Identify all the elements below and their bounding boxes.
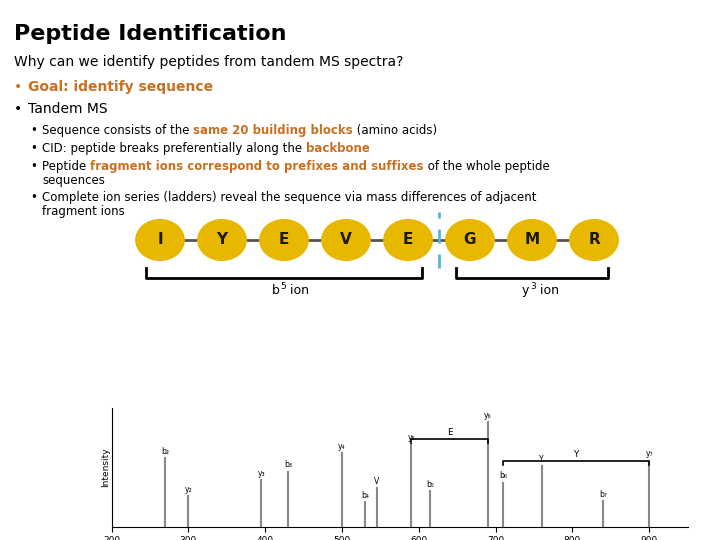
Text: ion: ion xyxy=(286,284,309,297)
Text: •: • xyxy=(30,160,37,173)
Text: M: M xyxy=(524,233,539,247)
Text: V: V xyxy=(374,477,379,486)
Text: fragment ions correspond to prefixes and suffixes: fragment ions correspond to prefixes and… xyxy=(90,160,423,173)
Text: Why can we identify peptides from tandem MS spectra?: Why can we identify peptides from tandem… xyxy=(14,55,403,69)
Text: 3: 3 xyxy=(530,282,536,291)
Text: E: E xyxy=(446,428,452,437)
Text: •: • xyxy=(14,80,22,94)
Text: E: E xyxy=(402,233,413,247)
Text: same 20 building blocks: same 20 building blocks xyxy=(193,124,353,137)
Text: y₅: y₅ xyxy=(408,433,415,442)
Ellipse shape xyxy=(136,220,184,260)
Text: of the whole peptide: of the whole peptide xyxy=(423,160,549,173)
Text: y₂: y₂ xyxy=(184,484,192,494)
Text: 5: 5 xyxy=(280,282,286,291)
Text: y₃: y₃ xyxy=(258,469,265,478)
Ellipse shape xyxy=(570,220,618,260)
Text: Peptide Identification: Peptide Identification xyxy=(14,24,287,44)
Ellipse shape xyxy=(446,220,494,260)
Text: sequences: sequences xyxy=(42,174,105,187)
Text: I: I xyxy=(157,233,163,247)
Text: Sequence consists of the: Sequence consists of the xyxy=(42,124,193,137)
Ellipse shape xyxy=(322,220,370,260)
Text: b₇: b₇ xyxy=(599,490,607,499)
Text: Tandem MS: Tandem MS xyxy=(28,102,107,116)
Text: b₄: b₄ xyxy=(361,491,369,500)
Text: •: • xyxy=(30,142,37,155)
Text: Goal: identify sequence: Goal: identify sequence xyxy=(28,80,213,94)
Text: b₂: b₂ xyxy=(161,447,169,456)
Text: y₆: y₆ xyxy=(484,411,492,420)
Text: E: E xyxy=(279,233,289,247)
Text: b₅: b₅ xyxy=(426,480,434,489)
Text: y₇: y₇ xyxy=(645,449,653,458)
Text: b: b xyxy=(272,284,280,297)
Text: b₃: b₃ xyxy=(284,460,292,469)
Text: •: • xyxy=(30,124,37,137)
Ellipse shape xyxy=(260,220,308,260)
Text: backbone: backbone xyxy=(306,142,370,155)
Text: y: y xyxy=(522,284,529,297)
Text: Complete ion series (ladders) reveal the sequence via mass differences of adjace: Complete ion series (ladders) reveal the… xyxy=(42,191,536,204)
Text: •: • xyxy=(30,191,37,204)
Text: ion: ion xyxy=(536,284,559,297)
Text: (amino acids): (amino acids) xyxy=(353,124,437,137)
Text: fragment ions: fragment ions xyxy=(42,205,125,218)
Text: CID: peptide breaks preferentially along the: CID: peptide breaks preferentially along… xyxy=(42,142,306,155)
Ellipse shape xyxy=(508,220,557,260)
Ellipse shape xyxy=(198,220,246,260)
Text: R: R xyxy=(588,233,600,247)
Text: •: • xyxy=(14,102,22,116)
Text: y₄: y₄ xyxy=(338,442,346,450)
Text: Y: Y xyxy=(217,233,228,247)
Text: Peptide: Peptide xyxy=(42,160,90,173)
Text: G: G xyxy=(464,233,476,247)
Text: Y: Y xyxy=(539,455,544,464)
Text: b₆: b₆ xyxy=(499,471,508,480)
Ellipse shape xyxy=(384,220,432,260)
Text: Y: Y xyxy=(574,450,579,460)
Y-axis label: Intensity: Intensity xyxy=(102,447,110,487)
Text: V: V xyxy=(340,233,352,247)
